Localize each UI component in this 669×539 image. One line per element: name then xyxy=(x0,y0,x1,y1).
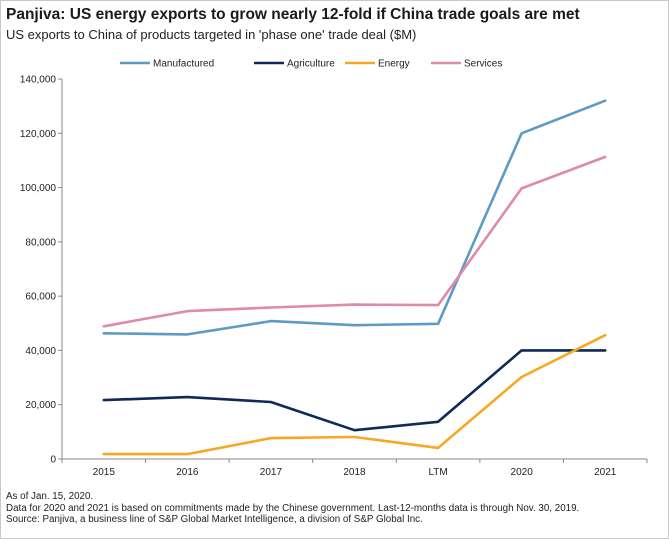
series-line-services xyxy=(102,155,607,328)
footer-note-date: As of Jan. 15, 2020. xyxy=(6,491,94,502)
y-tick-label: 100,000 xyxy=(20,183,57,194)
x-tick-label: LTM xyxy=(428,467,447,478)
y-tick-label: 60,000 xyxy=(25,292,56,303)
y-tick-label: 80,000 xyxy=(25,237,56,248)
x-tick-label: 2018 xyxy=(343,467,366,478)
y-tick-label: 40,000 xyxy=(25,346,56,357)
chart-footer: As of Jan. 15, 2020. Data for 2020 and 2… xyxy=(6,491,579,526)
footer-note-source: Source: Panjiva, a business line of S&P … xyxy=(6,514,423,526)
footer-note-data: Data for 2020 and 2021 is based on commi… xyxy=(6,502,580,514)
x-tick-label: 2015 xyxy=(93,467,116,478)
x-tick-label: 2021 xyxy=(594,467,617,478)
series-line-energy xyxy=(102,333,607,456)
legend-label-energy: Energy xyxy=(378,59,410,70)
line-chart: 0 20,000 40,000 60,000 80,000 100,000 120,000 1… xyxy=(20,59,648,478)
y-tick-label: 20,000 xyxy=(25,400,56,411)
chart-subtitle: US exports to China of products targeted… xyxy=(6,27,417,42)
legend-label-services: Services xyxy=(464,59,502,70)
legend-label-agriculture: Agriculture xyxy=(287,59,335,70)
y-tick-label: 0 xyxy=(50,455,56,466)
x-tick-label: 2016 xyxy=(176,467,199,478)
chart-title: Panjiva: US energy exports to grow nearl… xyxy=(6,6,580,23)
series-line-manufactured xyxy=(102,99,607,336)
y-tick-label: 140,000 xyxy=(20,75,57,86)
x-tick-label: 2017 xyxy=(260,467,283,478)
x-tick-label: 2020 xyxy=(511,467,534,478)
y-tick-label: 120,000 xyxy=(20,129,57,140)
legend-label-manufactured: Manufactured xyxy=(153,59,214,70)
series-line-agriculture xyxy=(102,349,607,432)
